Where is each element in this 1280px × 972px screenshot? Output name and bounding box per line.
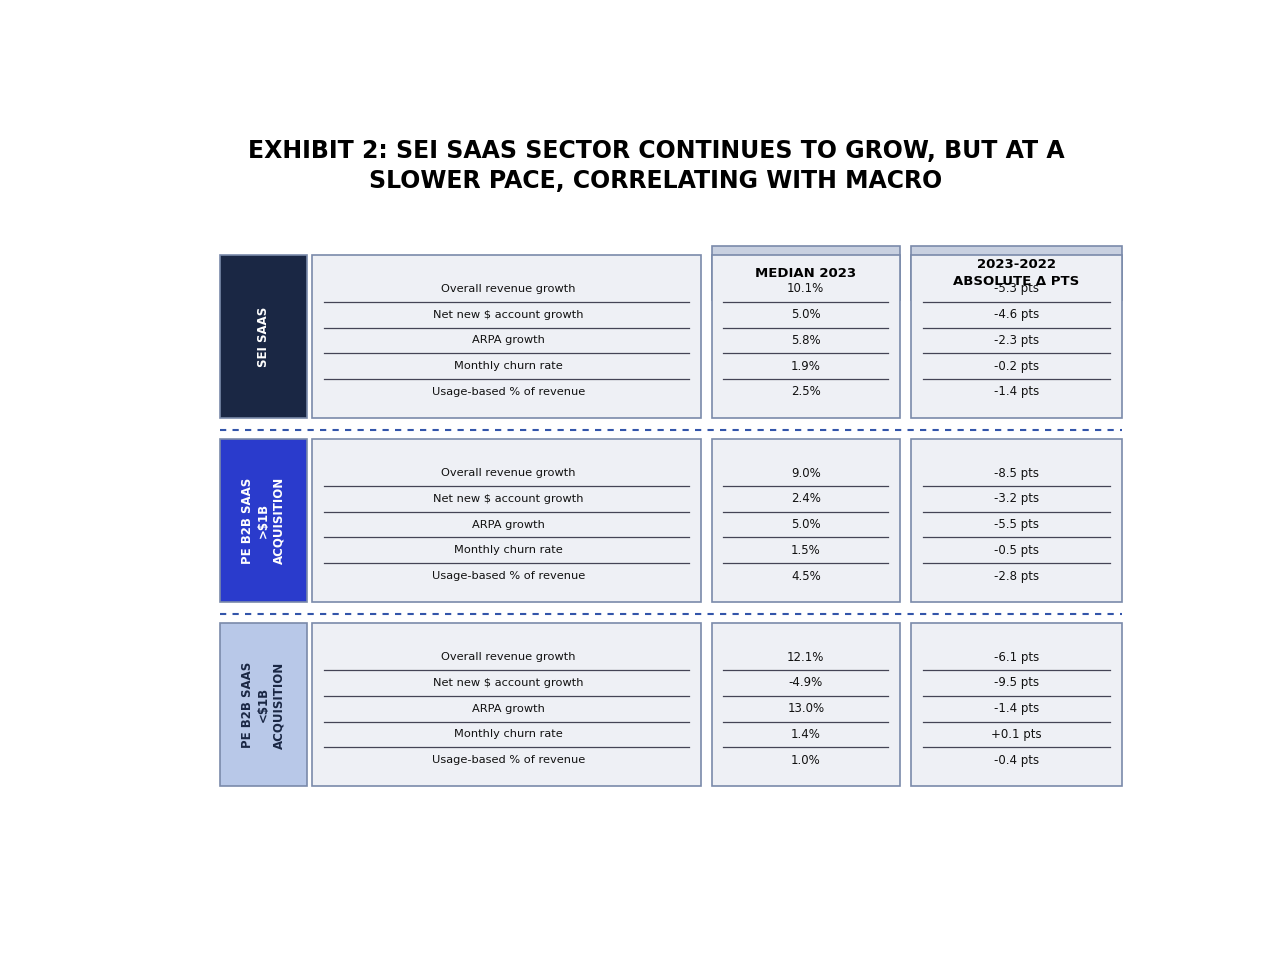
Text: -0.4 pts: -0.4 pts: [995, 753, 1039, 767]
FancyBboxPatch shape: [712, 623, 900, 786]
Text: Monthly churn rate: Monthly churn rate: [454, 729, 563, 740]
Text: -8.5 pts: -8.5 pts: [995, 467, 1039, 479]
Text: Net new $ account growth: Net new $ account growth: [434, 677, 584, 688]
Text: 10.1%: 10.1%: [787, 283, 824, 295]
FancyBboxPatch shape: [911, 255, 1123, 418]
FancyBboxPatch shape: [312, 439, 700, 603]
Text: Net new $ account growth: Net new $ account growth: [434, 310, 584, 320]
Text: Monthly churn rate: Monthly churn rate: [454, 362, 563, 371]
FancyBboxPatch shape: [312, 623, 700, 786]
Text: Usage-based % of revenue: Usage-based % of revenue: [433, 571, 585, 581]
Text: 2.5%: 2.5%: [791, 386, 820, 399]
FancyBboxPatch shape: [911, 439, 1123, 603]
Text: 4.5%: 4.5%: [791, 570, 820, 582]
Text: 5.0%: 5.0%: [791, 308, 820, 321]
FancyBboxPatch shape: [712, 255, 900, 418]
Text: Net new $ account growth: Net new $ account growth: [434, 494, 584, 503]
Text: ARPA growth: ARPA growth: [472, 520, 545, 530]
Text: Monthly churn rate: Monthly churn rate: [454, 545, 563, 555]
Text: SEI SAAS: SEI SAAS: [257, 306, 270, 366]
Text: EXHIBIT 2: SEI SAAS SECTOR CONTINUES TO GROW, BUT AT A
SLOWER PACE, CORRELATING : EXHIBIT 2: SEI SAAS SECTOR CONTINUES TO …: [248, 139, 1064, 192]
Text: -2.3 pts: -2.3 pts: [995, 334, 1039, 347]
Text: -3.2 pts: -3.2 pts: [995, 492, 1039, 505]
Text: -6.1 pts: -6.1 pts: [995, 650, 1039, 664]
Text: -9.5 pts: -9.5 pts: [995, 677, 1039, 689]
Text: 1.9%: 1.9%: [791, 360, 820, 372]
Text: 9.0%: 9.0%: [791, 467, 820, 479]
Text: 1.4%: 1.4%: [791, 728, 820, 741]
FancyBboxPatch shape: [312, 255, 700, 418]
FancyBboxPatch shape: [911, 246, 1123, 300]
Text: 2.4%: 2.4%: [791, 492, 820, 505]
FancyBboxPatch shape: [220, 439, 307, 603]
Text: PE B2B SAAS
>$1B
ACQUISITION: PE B2B SAAS >$1B ACQUISITION: [241, 477, 285, 565]
Text: 2023-2022
ABSOLUTE Δ PTS: 2023-2022 ABSOLUTE Δ PTS: [954, 258, 1080, 288]
FancyBboxPatch shape: [911, 623, 1123, 786]
Text: ARPA growth: ARPA growth: [472, 335, 545, 345]
Text: 13.0%: 13.0%: [787, 702, 824, 715]
Text: Overall revenue growth: Overall revenue growth: [442, 652, 576, 662]
Text: -5.3 pts: -5.3 pts: [995, 283, 1039, 295]
Text: -4.9%: -4.9%: [788, 677, 823, 689]
Text: ARPA growth: ARPA growth: [472, 704, 545, 713]
FancyBboxPatch shape: [220, 255, 307, 418]
Text: -0.5 pts: -0.5 pts: [995, 543, 1039, 557]
Text: 5.0%: 5.0%: [791, 518, 820, 531]
Text: -5.5 pts: -5.5 pts: [995, 518, 1039, 531]
Text: 5.8%: 5.8%: [791, 334, 820, 347]
Text: -1.4 pts: -1.4 pts: [995, 386, 1039, 399]
Text: 1.0%: 1.0%: [791, 753, 820, 767]
Text: Usage-based % of revenue: Usage-based % of revenue: [433, 755, 585, 765]
FancyBboxPatch shape: [220, 623, 307, 786]
FancyBboxPatch shape: [712, 246, 900, 300]
Text: -4.6 pts: -4.6 pts: [995, 308, 1039, 321]
FancyBboxPatch shape: [712, 439, 900, 603]
Text: -2.8 pts: -2.8 pts: [995, 570, 1039, 582]
Text: 1.5%: 1.5%: [791, 543, 820, 557]
Text: MEDIAN 2023: MEDIAN 2023: [755, 266, 856, 280]
Text: +0.1 pts: +0.1 pts: [991, 728, 1042, 741]
Text: PE B2B SAAS
<$1B
ACQUISITION: PE B2B SAAS <$1B ACQUISITION: [241, 661, 285, 748]
Text: 12.1%: 12.1%: [787, 650, 824, 664]
Text: Overall revenue growth: Overall revenue growth: [442, 469, 576, 478]
Text: Usage-based % of revenue: Usage-based % of revenue: [433, 387, 585, 397]
Text: Overall revenue growth: Overall revenue growth: [442, 284, 576, 294]
Text: -1.4 pts: -1.4 pts: [995, 702, 1039, 715]
Text: -0.2 pts: -0.2 pts: [995, 360, 1039, 372]
